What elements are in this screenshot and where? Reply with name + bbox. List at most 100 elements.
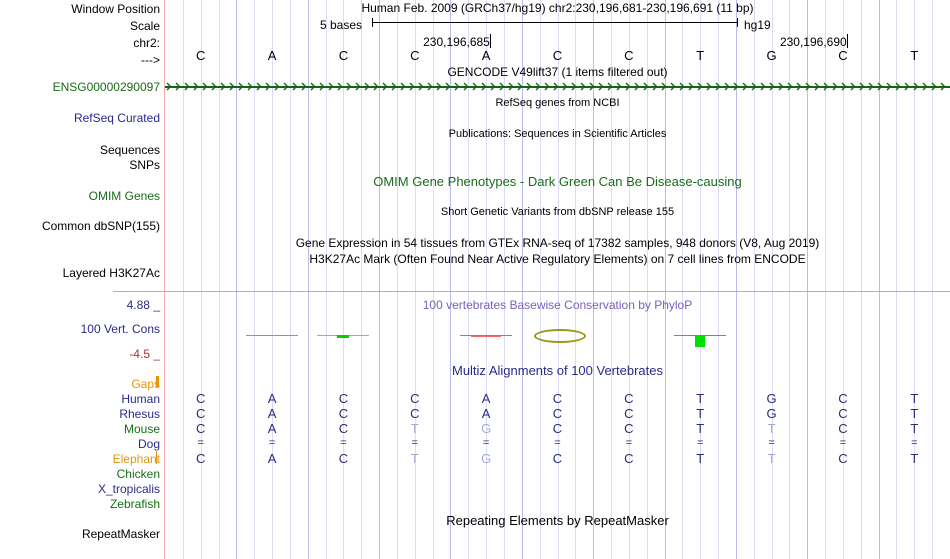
alignment-base: T (910, 451, 919, 466)
alignment-base: = (482, 437, 490, 449)
label-strand: ---> (141, 53, 160, 67)
ruler-base: C (838, 48, 848, 63)
alignment-base: T (910, 421, 919, 436)
alignment-base: A (267, 421, 277, 436)
conservation-baseline (246, 335, 299, 336)
label-chrom: chr2: (133, 36, 160, 50)
alignment-row[interactable]: = = = = = = = = = = = (165, 436, 950, 451)
ruler-base: C (552, 48, 563, 63)
label-repeatmasker[interactable]: RepeatMasker (81, 527, 160, 541)
ruler-base: C (338, 48, 349, 63)
dbsnp-track-title: Short Genetic Variants from dbSNP releas… (440, 206, 675, 218)
scale-bar (372, 18, 738, 27)
alignment-base: C (838, 451, 848, 466)
assembly-position-header: Human Feb. 2009 (GRCh37/hg19) chr2:230,1… (361, 1, 754, 15)
alignment-base: C (410, 391, 420, 406)
label-omim-genes[interactable]: OMIM Genes (88, 189, 160, 203)
alignment-base: C (624, 421, 634, 436)
label-snps[interactable]: SNPs (129, 158, 160, 172)
refseq-track-title: RefSeq genes from NCBI (495, 97, 620, 109)
gaps-marker-top (156, 376, 159, 387)
alignment-base: A (481, 406, 491, 421)
alignment-base: G (766, 406, 777, 421)
label-species-dog[interactable]: Dog (137, 437, 160, 451)
ruler-base: T (696, 48, 705, 63)
ruler-base: C (410, 48, 420, 63)
omim-track-title: OMIM Gene Phenotypes - Dark Green Can Be… (373, 174, 742, 189)
label-species-rhesus[interactable]: Rhesus (119, 407, 160, 421)
alignment-base: C (552, 391, 563, 406)
alignment-base: C (338, 451, 349, 466)
alignment-base: T (696, 406, 705, 421)
label-cons-min: -4.5 _ (129, 347, 160, 361)
coordinate-tick (490, 34, 492, 48)
alignment-base: T (910, 391, 919, 406)
label-species-xtropicalis[interactable]: X_tropicalis (97, 482, 160, 496)
alignment-base: C (338, 406, 349, 421)
conservation-baseline (471, 336, 502, 337)
coordinate-tick (846, 34, 848, 48)
publications-track-title: Publications: Sequences in Scientific Ar… (448, 128, 667, 140)
repeatmasker-track-title: Repeating Elements by RepeatMasker (446, 513, 669, 528)
ruler-base: C (195, 48, 206, 63)
alignment-base: A (481, 391, 491, 406)
alignment-base: C (195, 406, 206, 421)
conservation-oval (533, 329, 586, 343)
alignment-base: C (552, 406, 563, 421)
strand-arrow-icon (166, 82, 946, 91)
ruler-base: T (910, 48, 919, 63)
alignment-base: C (410, 406, 420, 421)
conservation-top-rule (165, 291, 950, 292)
alignment-base: T (910, 406, 919, 421)
label-cons-title[interactable]: 100 Vert. Cons (80, 322, 160, 336)
alignment-base: C (338, 421, 349, 436)
ruler-base: A (481, 48, 491, 63)
label-species-elephant[interactable]: Elephant (112, 452, 160, 466)
gencode-track-title: GENCODE V49lift37 (1 items filtered out) (447, 65, 668, 79)
h3k27ac-track-title: H3K27Ac Mark (Often Found Near Active Re… (309, 252, 806, 266)
alignment-base: C (338, 391, 349, 406)
label-species-human[interactable]: Human (121, 392, 160, 406)
alignment-base: A (267, 451, 277, 466)
alignment-base: C (195, 391, 206, 406)
alignment-base: = (554, 437, 561, 449)
alignment-row[interactable] (165, 496, 950, 511)
alignment-base: C (624, 391, 634, 406)
alignment-base: T (767, 451, 776, 466)
label-species-mouse[interactable]: Mouse (123, 422, 160, 436)
label-refseq-curated[interactable]: RefSeq Curated (73, 111, 160, 125)
label-sequences[interactable]: Sequences (99, 143, 160, 157)
conservation-bar (337, 335, 350, 338)
alignment-row[interactable] (165, 481, 950, 496)
scale-bases-label: 5 bases (320, 18, 363, 32)
alignment-base: = (340, 437, 347, 449)
label-species-chicken[interactable]: Chicken (116, 467, 160, 481)
alignment-base: T (767, 421, 776, 436)
ruler-base: C (624, 48, 634, 63)
label-gaps: Gaps (131, 377, 160, 391)
alignment-base: C (838, 406, 848, 421)
alignment-base: = (625, 437, 633, 449)
alignment-base: = (839, 437, 847, 449)
label-layered-h3k27ac[interactable]: Layered H3K27Ac (62, 266, 160, 280)
alignment-row[interactable] (165, 466, 950, 481)
conservation-top-rule-left (113, 291, 165, 292)
ruler-base: G (766, 48, 777, 63)
alignment-base: G (481, 421, 492, 436)
alignment-base: C (838, 391, 848, 406)
label-cons-max: 4.88 _ (126, 298, 160, 312)
alignment-base: = (197, 437, 204, 449)
coordinate-label: 230,196,685 (423, 35, 490, 49)
label-gencode-gene[interactable]: ENSG00000290097 (52, 80, 160, 94)
label-common-dbsnp[interactable]: Common dbSNP(155) (41, 219, 160, 233)
label-species-zebrafish[interactable]: Zebrafish (109, 497, 160, 511)
alignment-base: T (410, 421, 419, 436)
conservation-baseline (460, 335, 513, 336)
alignment-base: = (768, 437, 775, 449)
gencode-gene-arrow-line[interactable] (165, 81, 950, 92)
